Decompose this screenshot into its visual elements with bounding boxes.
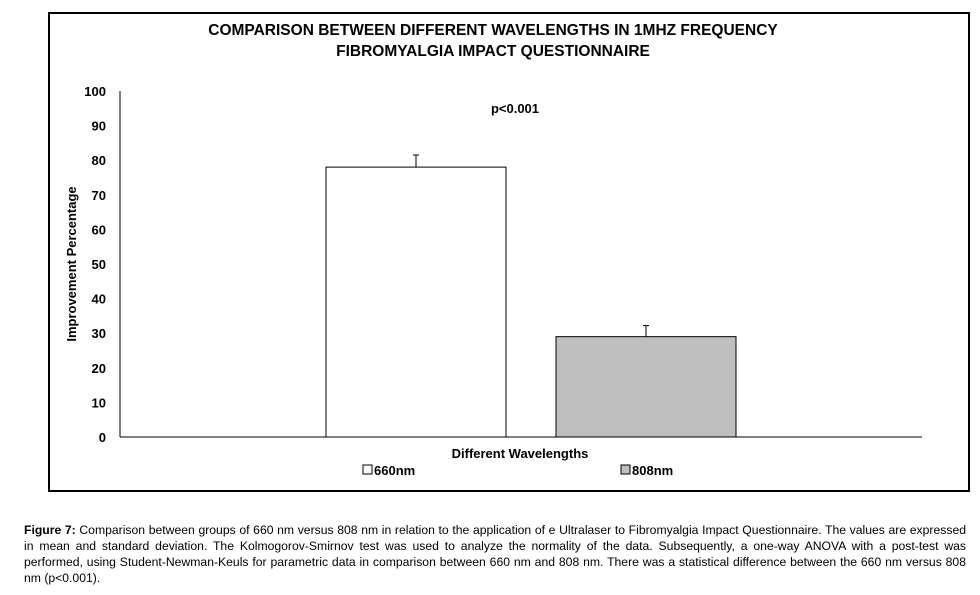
- y-axis-label: Improvement Percentage: [64, 186, 79, 341]
- figure-caption-text: Comparison between groups of 660 nm vers…: [24, 523, 967, 585]
- y-tick-label: 90: [92, 119, 106, 134]
- figure-caption: Figure 7: Comparison between groups of 6…: [24, 522, 966, 586]
- legend-swatch-808nm: [620, 464, 631, 475]
- x-axis-label: Different Wavelengths: [452, 446, 589, 461]
- bar-660nm: [325, 166, 507, 438]
- legend-label-808nm: 808nm: [632, 463, 673, 478]
- bar-808nm: [555, 336, 737, 438]
- figure-label: Figure 7:: [24, 523, 76, 537]
- legend-label-660nm: 660nm: [374, 463, 415, 478]
- y-tick-label: 0: [99, 430, 106, 445]
- y-tick-label: 10: [92, 395, 106, 410]
- y-tick-label: 20: [92, 361, 106, 376]
- chart-title-line-2: FIBROMYALGIA IMPACT QUESTIONNAIRE: [336, 43, 650, 60]
- y-tick-label: 40: [92, 292, 106, 307]
- y-tick-label: 100: [84, 84, 106, 99]
- legend-swatch-660nm: [362, 464, 373, 475]
- y-tick-label: 50: [92, 257, 106, 272]
- y-tick-label: 60: [92, 222, 106, 237]
- bars: [325, 154, 737, 438]
- bar-chart: COMPARISON BETWEEN DIFFERENT WAVELENGTHS…: [64, 22, 922, 478]
- y-tick-label: 80: [92, 153, 106, 168]
- significance-annotation: p<0.001: [491, 101, 539, 116]
- y-axis-ticks: 0 10 20 30 40 50 60 70 80 90 100: [84, 84, 106, 445]
- chart-title-line-1: COMPARISON BETWEEN DIFFERENT WAVELENGTHS…: [208, 22, 778, 39]
- chart-frame: COMPARISON BETWEEN DIFFERENT WAVELENGTHS…: [48, 12, 970, 492]
- y-tick-label: 70: [92, 188, 106, 203]
- legend: 660nm 808nm: [362, 463, 673, 478]
- y-tick-label: 30: [92, 326, 106, 341]
